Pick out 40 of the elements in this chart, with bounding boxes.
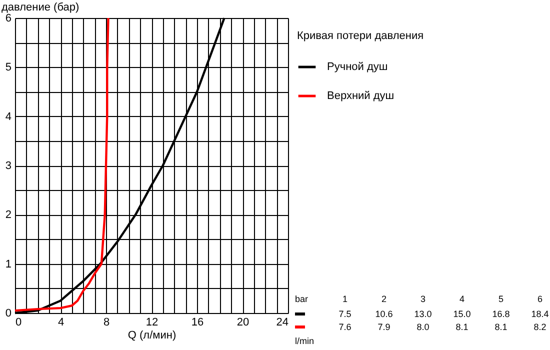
y-tick-label: 1 (5, 258, 12, 270)
line-series (14, 16, 110, 312)
text: 10.6 (375, 309, 393, 319)
text: 1 (342, 294, 348, 304)
text: 15.0 (453, 309, 471, 319)
text: 18.4 (531, 309, 549, 319)
text: 4 (459, 294, 465, 304)
legend-title: Кривая потери давления (297, 30, 424, 42)
text: 5 (498, 294, 504, 304)
x-tick-label: 24 (276, 316, 288, 328)
x-tick-label: 20 (236, 316, 250, 328)
x-tick-label: 12 (146, 316, 158, 328)
y-tick-label: 2 (5, 209, 12, 222)
x-tick-label: 4 (58, 316, 64, 328)
y-tick-label: 3 (5, 160, 12, 172)
y-tick-label: 5 (5, 62, 12, 74)
text: 8.1 (494, 322, 508, 332)
text: 7.9 (378, 322, 390, 332)
y-tick-label: 6 (5, 12, 12, 24)
y-tick-label: 0 (5, 308, 12, 320)
text: 3 (420, 294, 426, 304)
y-tick-label: 4 (5, 110, 12, 123)
text: 6 (537, 294, 543, 304)
text: l/min (295, 336, 314, 346)
text: 8.1 (456, 322, 468, 332)
x-axis-title: Q (л/мин) (128, 330, 176, 342)
text: bar (295, 294, 308, 304)
text: 8.0 (416, 322, 430, 332)
legend-label: Верхний душ (327, 90, 394, 102)
x-tick-label: 0 (16, 316, 22, 328)
x-tick-label: 8 (103, 316, 110, 328)
text: 7.5 (338, 309, 352, 319)
x-tick-label: 16 (191, 316, 204, 328)
text: 7.6 (338, 322, 352, 332)
text: 16.8 (492, 309, 510, 319)
text: 8.2 (534, 322, 546, 332)
legend-label: Ручной душ (327, 61, 388, 73)
text: 13.0 (414, 309, 432, 319)
y-axis-title: давление (бар) (2, 2, 80, 14)
text: 2 (381, 294, 387, 304)
